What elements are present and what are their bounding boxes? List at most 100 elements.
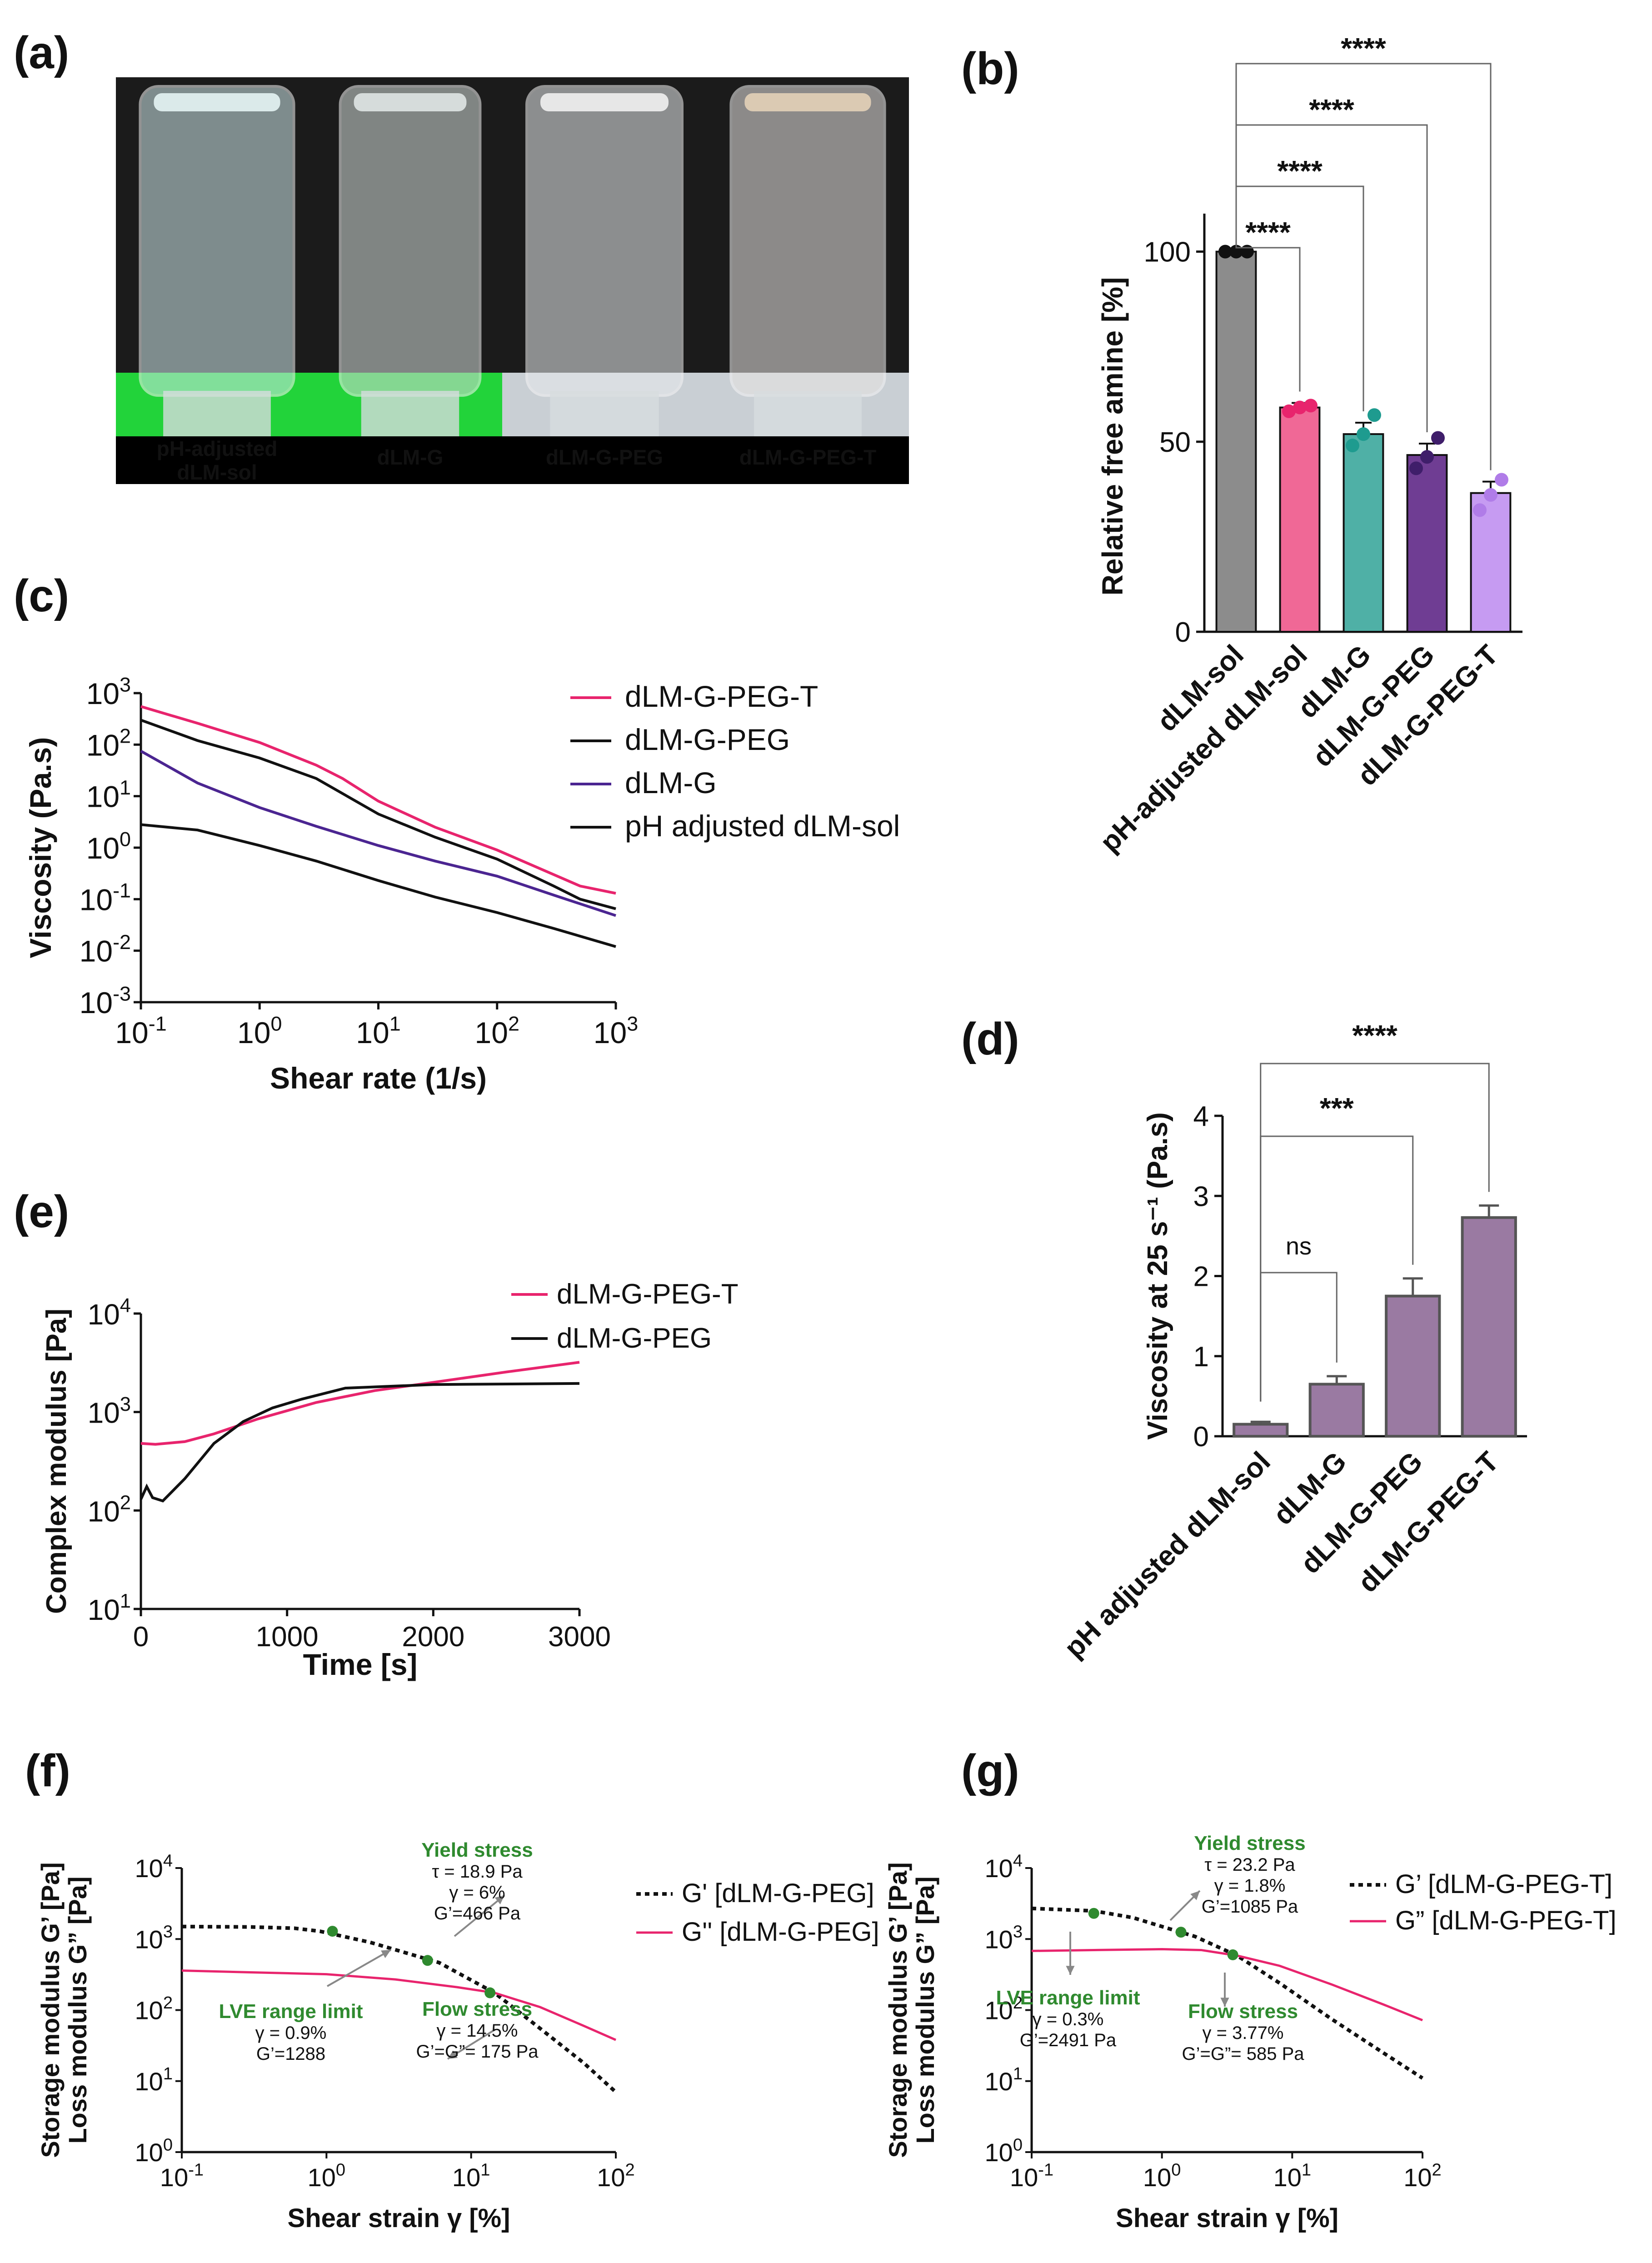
c-ytick: 102: [86, 724, 131, 762]
f-annotation-arrow: [454, 1894, 505, 1937]
d-ytick: 4: [1193, 1101, 1209, 1132]
b-point: [1409, 461, 1423, 475]
f-flow-title: Flow stress: [422, 1998, 532, 2020]
c-series-line: [140, 705, 616, 895]
b-point: [1357, 427, 1370, 441]
f-ytick: 100: [135, 2135, 173, 2167]
vial: [502, 77, 707, 484]
b-comparison-bracket: [1235, 63, 1492, 470]
g-ytick: 104: [985, 1851, 1023, 1883]
f-yield-line: G’=466 Pa: [434, 1903, 521, 1923]
c-legend-label: dLM-G: [625, 766, 717, 799]
d-comparison-bracket: [1260, 1063, 1490, 1402]
b-bar: [1406, 454, 1448, 633]
d-sig-label: ***: [1320, 1092, 1354, 1124]
e-series-line: [140, 1361, 580, 1446]
g-lve-line: G’=2491 Pa: [1020, 2030, 1117, 2050]
b-point: [1346, 439, 1359, 453]
f-ytick: 102: [135, 1993, 173, 2025]
f-flow-line: G’=G”= 175 Pa: [416, 2042, 539, 2062]
d-bar: [1461, 1216, 1517, 1438]
g-ylabel-2: Loss modulus G” [Pa]: [911, 1876, 939, 2143]
panel-e-letter: (e): [14, 1186, 69, 1237]
g-flow-title: Flow stress: [1188, 2000, 1298, 2023]
e-xtick: 2000: [402, 1621, 464, 1653]
panel-a-letter: (a): [14, 27, 69, 78]
f-flow-line: γ = 14.5%: [436, 2021, 518, 2041]
e-xtick: 0: [133, 1621, 149, 1653]
d-ylabel: Viscosity at 25 s⁻¹ (Pa.s): [1142, 1112, 1173, 1440]
g-marker: [1088, 1908, 1099, 1919]
b-point: [1431, 431, 1445, 445]
vials: [116, 77, 909, 484]
c-xtick: 100: [237, 1012, 282, 1049]
e-ytick: 101: [88, 1590, 131, 1626]
vial-label: pH-adjusted: [157, 437, 278, 460]
e-ytick: 104: [88, 1295, 131, 1331]
f-xtick: 10-1: [160, 2160, 204, 2192]
b-point: [1368, 408, 1381, 422]
f-ylabel-2: Loss modulus G” [Pa]: [63, 1876, 92, 2143]
panel-g-letter: (g): [961, 1745, 1019, 1796]
c-ytick: 10-3: [80, 982, 131, 1019]
b-bar: [1215, 250, 1257, 633]
c-ytick: 100: [86, 827, 131, 865]
c-xtick: 10-1: [115, 1012, 166, 1049]
g-marker: [1175, 1927, 1187, 1938]
g-xtick: 101: [1273, 2160, 1311, 2192]
b-point: [1282, 404, 1296, 418]
f-marker: [484, 1987, 496, 1998]
chart-complex-modulus-vs-time: 101 102 103 104 0 1000 2000 3000 Time [s] Complex…: [41, 1279, 739, 1681]
b-bar: [1343, 433, 1384, 633]
g-yield-line: τ = 23.2 Pa: [1204, 1855, 1295, 1875]
e-ytick: 103: [88, 1394, 131, 1429]
g-series-line: [1031, 1906, 1424, 2080]
vial-label: dLM-G-PEG-T: [739, 445, 877, 469]
f-series-line: [181, 1924, 617, 2093]
f-yield-line: γ = 6%: [449, 1883, 505, 1903]
f-lve-line: γ = 0.9%: [255, 2023, 327, 2043]
b-point: [1293, 400, 1307, 415]
c-series-line: [140, 719, 616, 910]
f-annotation-arrow: [447, 2028, 496, 2060]
g-flow-line: G’=G”= 585 Pa: [1182, 2044, 1304, 2064]
b-sig-label: ****: [1341, 32, 1386, 65]
chart-viscosity-vs-shear-rate: 10-3 10-2 10-1 100 101 102 103 10-1 100 101 102 103…: [24, 673, 900, 1095]
f-series-line: [181, 1969, 617, 2041]
d-ytick: 0: [1193, 1421, 1209, 1453]
f-xtick: 100: [308, 2160, 345, 2192]
d-ytick: 2: [1193, 1261, 1209, 1293]
g-ytick: 102: [985, 1993, 1023, 2025]
g-xtick: 102: [1403, 2160, 1441, 2192]
c-legend-label: dLM-G-PEG: [625, 723, 790, 756]
g-yield-line: G’=1085 Pa: [1202, 1897, 1298, 1917]
g-legend-label: G” [dLM-G-PEG-T]: [1395, 1906, 1617, 1935]
b-point: [1218, 245, 1232, 259]
vial: [318, 77, 502, 484]
f-ytick: 103: [135, 1923, 173, 1954]
c-ytick: 103: [86, 673, 131, 710]
c-ylabel: Viscosity (Pa.s): [24, 737, 57, 959]
d-sig-label: ns: [1286, 1233, 1312, 1260]
c-xtick: 101: [356, 1012, 400, 1049]
e-legend-label: dLM-G-PEG: [557, 1323, 712, 1354]
e-xtick: 3000: [548, 1621, 611, 1653]
b-point: [1495, 473, 1508, 487]
c-ytick: 10-1: [80, 879, 131, 917]
c-legend-label: dLM-G-PEG-T: [625, 679, 818, 713]
g-ytick: 100: [985, 2135, 1023, 2167]
f-lve-line: G’=1288: [256, 2044, 325, 2064]
g-ytick: 103: [985, 1923, 1023, 1954]
g-ylabel-1: Storage modulus G’ [Pa]: [883, 1862, 912, 2158]
c-xlabel: Shear rate (1/s): [270, 1061, 487, 1095]
c-series-line: [140, 823, 616, 948]
b-sig-label: ****: [1309, 93, 1354, 126]
c-ytick: 101: [86, 776, 131, 814]
c-legend-label: pH adjusted dLM-sol: [625, 809, 900, 843]
g-xlabel: Shear strain γ [%]: [1116, 2203, 1338, 2233]
g-xtick: 100: [1143, 2160, 1181, 2192]
e-series-line: [140, 1382, 580, 1503]
b-ytick: 100: [1144, 237, 1191, 268]
